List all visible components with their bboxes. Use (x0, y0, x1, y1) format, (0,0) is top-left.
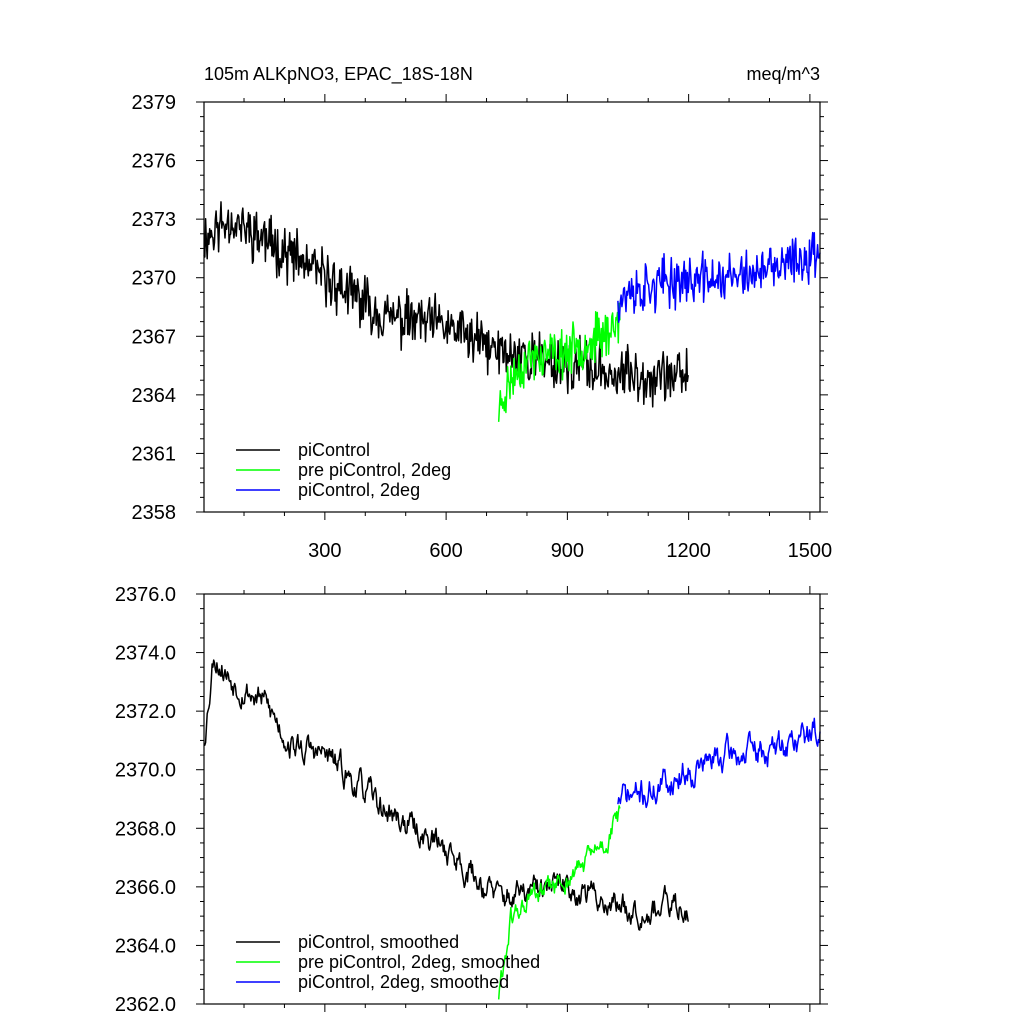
bottom-panel-plot-area (203, 659, 821, 1000)
top-panel: 105m ALKpNO3, EPAC_18S-18N meq/m^3 23582… (132, 64, 833, 562)
series-line-picontrol-2deg-smoothed (617, 717, 821, 809)
y-tick-label: 2358 (132, 502, 177, 524)
legend-label: pre piControl, 2deg (298, 460, 451, 480)
top-panel-ticks: 2358 2361 2364 2367 2370 2373 2376 2379 300 600 90… (132, 92, 833, 562)
series-line-pre-picontrol-2deg (497, 302, 621, 422)
series-line-picontrol-smoothed (203, 659, 689, 931)
y-tick-label: 2376 (132, 151, 177, 173)
top-panel-plot-area (203, 201, 821, 422)
y-tick-label: 2366.0 (115, 877, 176, 899)
bottom-panel-frame (203, 593, 821, 1005)
x-tick-label: 900 (551, 540, 584, 562)
y-tick-label: 2376.0 (115, 584, 176, 606)
y-tick-label: 2370.0 (115, 760, 176, 782)
y-tick-label: 2368.0 (115, 818, 176, 840)
y-tick-label: 2364 (132, 385, 177, 407)
y-tick-label: 2379 (132, 92, 177, 114)
series-line-picontrol (203, 201, 689, 408)
x-tick-label: 600 (429, 540, 462, 562)
legend-label: piControl, 2deg, smoothed (298, 972, 509, 992)
y-tick-label: 2374.0 (115, 643, 176, 665)
x-tick-label: 1500 (788, 540, 833, 562)
y-tick-label: 2367 (132, 326, 177, 348)
y-tick-label: 2373 (132, 209, 177, 231)
series-line-picontrol-2deg (617, 231, 821, 324)
x-tick-label: 300 (308, 540, 341, 562)
legend-label: piControl, smoothed (298, 932, 459, 952)
bottom-panel-ticks: 2362.0 2364.0 2366.0 2368.0 2370.0 2372.0 2374… (115, 584, 828, 1016)
legend-label: piControl, 2deg (298, 480, 420, 500)
y-tick-label: 2372.0 (115, 701, 176, 723)
y-tick-label: 2364.0 (115, 935, 176, 957)
y-tick-label: 2362.0 (115, 994, 176, 1016)
top-panel-title: 105m ALKpNO3, EPAC_18S-18N (204, 64, 473, 85)
y-tick-label: 2370 (132, 268, 177, 290)
legend-label: pre piControl, 2deg, smoothed (298, 952, 540, 972)
y-tick-label: 2361 (132, 443, 177, 465)
top-panel-units: meq/m^3 (747, 64, 820, 84)
top-panel-frame (203, 101, 821, 513)
x-tick-label: 1200 (666, 540, 711, 562)
series-line-pre-picontrol-2deg-smoothed (497, 805, 621, 1000)
bottom-panel: 2362.0 2364.0 2366.0 2368.0 2370.0 2372.0 2374… (115, 584, 828, 1016)
legend-label: piControl (298, 440, 370, 460)
